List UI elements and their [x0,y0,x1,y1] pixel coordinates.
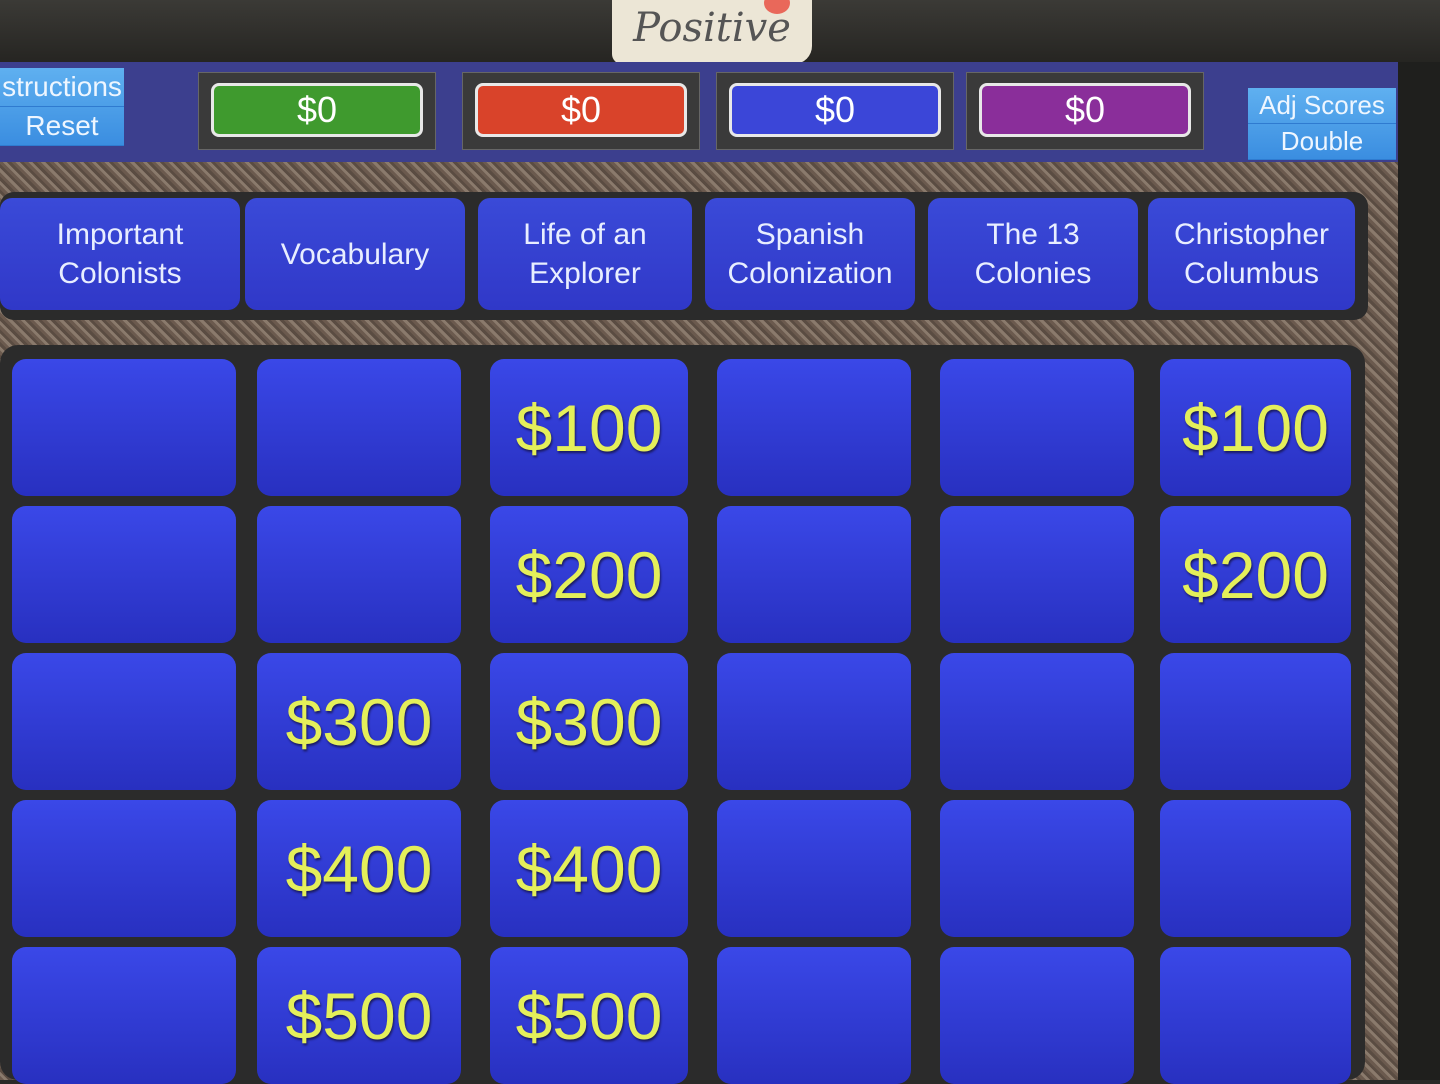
answered-tile [717,359,911,496]
adj-scores-button[interactable]: Adj Scores [1248,88,1396,124]
answered-tile [12,947,236,1084]
flower-icon [764,0,790,14]
answered-tile [940,947,1134,1084]
question-tile[interactable]: $300 [257,653,461,790]
answered-tile [12,506,236,643]
answered-tile [717,653,911,790]
answered-tile [717,506,911,643]
team-score-value[interactable]: $0 [979,83,1191,137]
positive-sticker: Positive [612,0,812,64]
question-tile[interactable]: $200 [1160,506,1351,643]
question-tile[interactable]: $400 [490,800,688,937]
answered-tile [12,653,236,790]
category-header: The 13 Colonies [928,198,1138,310]
team-score-1: $0 [198,72,436,150]
answered-tile [940,506,1134,643]
right-controls: Adj Scores Double [1248,88,1396,160]
team-score-4: $0 [966,72,1204,150]
answered-tile [1160,947,1351,1084]
category-row: Important Colonists Vocabulary Life of an … [0,192,1368,320]
question-tile[interactable]: $300 [490,653,688,790]
answered-tile [257,506,461,643]
team-score-value[interactable]: $0 [475,83,687,137]
question-tile[interactable]: $500 [490,947,688,1084]
double-button[interactable]: Double [1248,124,1396,160]
category-header: Spanish Colonization [705,198,915,310]
team-score-value[interactable]: $0 [729,83,941,137]
answered-tile [12,359,236,496]
answered-tile [12,800,236,937]
question-tile[interactable]: $100 [1160,359,1351,496]
reset-button[interactable]: Reset [0,107,124,146]
answered-tile [940,653,1134,790]
category-header: Life of an Explorer [478,198,692,310]
answered-tile [1160,800,1351,937]
answered-tile [257,359,461,496]
category-header: Important Colonists [0,198,240,310]
answered-tile [940,800,1134,937]
sticker-text: Positive [633,5,791,51]
category-header: Vocabulary [245,198,465,310]
question-tile[interactable]: $200 [490,506,688,643]
answered-tile [1160,653,1351,790]
team-score-value[interactable]: $0 [211,83,423,137]
question-tile[interactable]: $100 [490,359,688,496]
question-tile[interactable]: $500 [257,947,461,1084]
game-board: $300 $400 $500 $100 $200 $300 $400 $500 $100 $200 [0,345,1365,1084]
team-score-2: $0 [462,72,700,150]
left-controls: structions Reset [0,68,124,146]
category-header: Christopher Columbus [1148,198,1355,310]
monitor-bezel-right [1398,62,1440,1080]
team-score-3: $0 [716,72,954,150]
instructions-button[interactable]: structions [0,68,124,107]
answered-tile [717,800,911,937]
answered-tile [717,947,911,1084]
answered-tile [940,359,1134,496]
question-tile[interactable]: $400 [257,800,461,937]
